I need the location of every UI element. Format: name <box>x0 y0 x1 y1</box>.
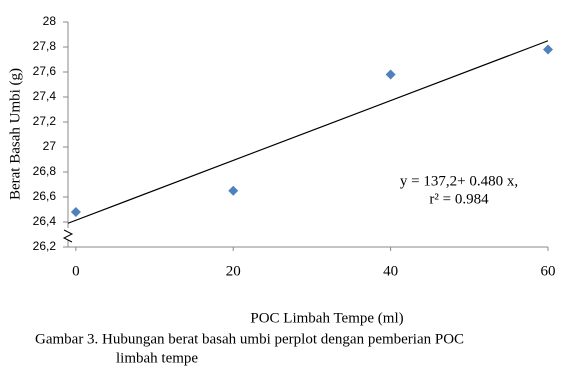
y-tick-label: 26,6 <box>33 189 57 203</box>
axis-break <box>62 229 74 243</box>
y-tick-label: 27,2 <box>33 114 57 128</box>
axis-break-gap <box>63 228 73 240</box>
point <box>70 207 81 217</box>
point <box>543 44 553 55</box>
caption-line: Gambar 3. Hubungan berat basah umbi perp… <box>35 331 464 347</box>
x-tick-label: 60 <box>541 263 556 279</box>
y-tick-label: 26,2 <box>33 239 57 253</box>
x-tick-label: 0 <box>72 263 80 279</box>
caption-line: limbah tempe <box>116 350 198 366</box>
y-axis-label: Berat Basah Umbi (g) <box>7 68 23 200</box>
y-tick-label: 28 <box>43 14 57 28</box>
y-tick-label: 26,8 <box>33 164 57 178</box>
x-tick-label: 40 <box>383 263 398 279</box>
y-tick-label: 27 <box>43 139 57 153</box>
y-tick-label: 26,4 <box>33 214 57 228</box>
x-tick-label: 20 <box>226 263 241 279</box>
point <box>385 69 396 80</box>
annotation: r² = 0.984 <box>429 191 489 207</box>
x-axis-label: POC Limbah Tempe (ml) <box>250 310 403 326</box>
point <box>228 185 239 196</box>
trend-line <box>67 40 549 224</box>
y-tick-label: 27,8 <box>33 39 57 53</box>
annotation: y = 137,2+ 0.480 x, <box>400 173 518 189</box>
y-tick-label: 27,6 <box>33 64 57 78</box>
y-tick-label: 27,4 <box>33 89 57 103</box>
